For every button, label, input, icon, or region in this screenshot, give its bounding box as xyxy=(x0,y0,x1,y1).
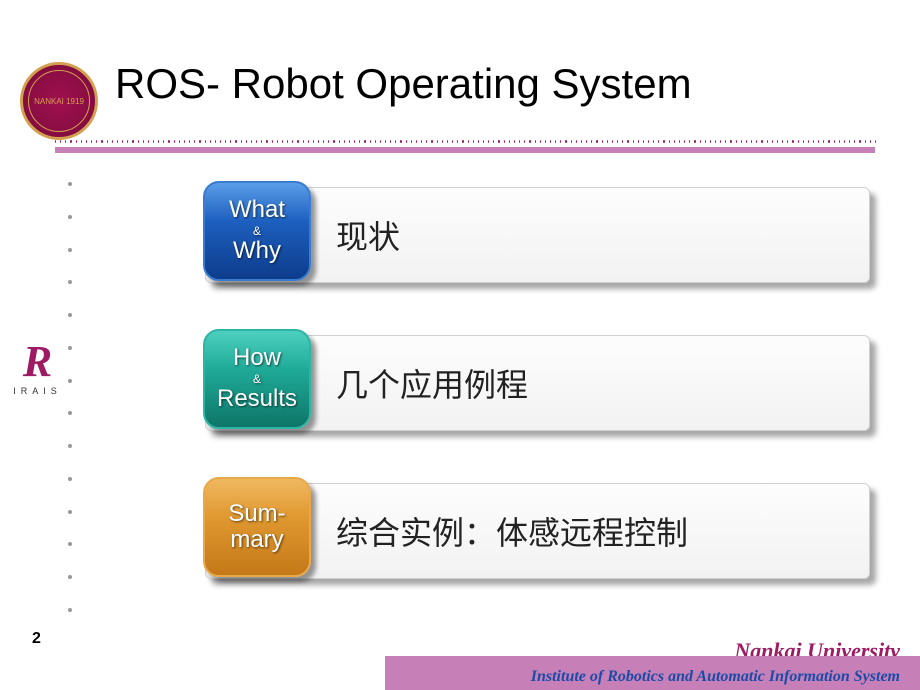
page-number: 2 xyxy=(32,630,41,648)
content-row: 现状 What&Why xyxy=(75,175,870,295)
footer-right: Institute of Robotics and Automatic Info… xyxy=(385,656,920,690)
ruler-dots xyxy=(68,182,74,612)
section-badge: How&Results xyxy=(203,329,311,429)
badge-line1: How xyxy=(233,345,281,371)
side-logo-letter: R xyxy=(10,340,65,384)
panel-text: 现状 xyxy=(336,212,400,258)
section-badge: What&Why xyxy=(203,181,311,281)
footer-institute: Institute of Robotics and Automatic Info… xyxy=(531,668,900,686)
badge-amp: & xyxy=(253,372,261,386)
panel-text: 综合实例：体感远程控制 xyxy=(336,508,688,554)
badge-line2: Results xyxy=(217,386,297,412)
divider-bar xyxy=(55,147,875,153)
page-title: ROS- Robot Operating System xyxy=(115,60,692,108)
slide: NANKAI 1919 ROS- Robot Operating System … xyxy=(0,0,920,690)
badge-amp: & xyxy=(253,224,261,238)
footer-left xyxy=(0,656,385,690)
content-row: 综合实例：体感远程控制 Sum-mary xyxy=(75,471,870,591)
section-badge: Sum-mary xyxy=(203,477,311,577)
side-logo: R IRAIS xyxy=(10,340,65,396)
university-seal-icon: NANKAI 1919 xyxy=(20,62,98,140)
badge-line1: What xyxy=(229,197,285,223)
content-area: 现状What&Why几个应用例程How&Results综合实例：体感远程控制Su… xyxy=(75,175,870,619)
seal-text: NANKAI 1919 xyxy=(34,97,84,106)
divider-dots xyxy=(55,140,875,144)
footer-bar: Institute of Robotics and Automatic Info… xyxy=(0,656,920,690)
badge-line2: mary xyxy=(230,527,283,553)
badge-line1: Sum- xyxy=(228,501,285,527)
badge-line2: Why xyxy=(233,238,281,264)
side-logo-label: IRAIS xyxy=(10,386,65,396)
panel-text: 几个应用例程 xyxy=(336,360,528,406)
content-row: 几个应用例程 How&Results xyxy=(75,323,870,443)
